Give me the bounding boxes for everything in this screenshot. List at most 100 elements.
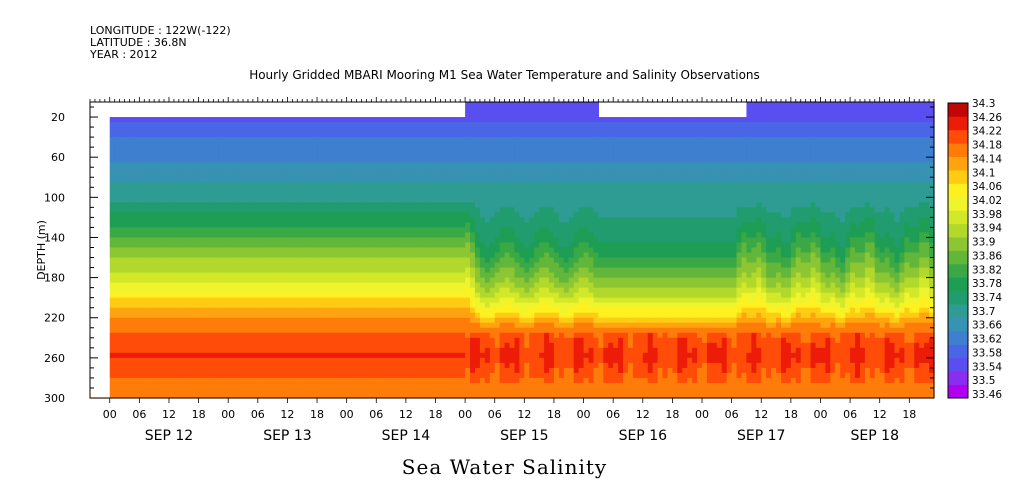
salinity-cell [381,142,387,148]
salinity-cell [312,282,318,289]
salinity-cell [312,157,318,163]
salinity-cell [247,202,254,208]
salinity-cell [455,122,461,128]
salinity-cell [149,362,155,369]
salinity-cell [173,387,180,394]
salinity-cell [391,157,397,163]
salinity-cell [159,382,165,389]
salinity-cell [282,327,289,334]
salinity-cell [247,297,254,304]
salinity-cell [376,392,382,399]
salinity-cell [326,232,333,239]
salinity-cell [247,287,254,294]
salinity-cell [164,267,170,274]
salinity-cell [188,217,195,224]
salinity-cell [144,277,150,284]
salinity-cell [233,257,239,264]
salinity-cell [213,132,219,138]
salinity-cell [208,217,214,224]
salinity-cell [129,282,136,289]
salinity-cell [257,287,264,294]
salinity-cell [366,242,372,249]
salinity-cell [307,217,313,224]
salinity-cell [193,287,200,294]
salinity-cell [415,377,422,384]
salinity-cell [366,262,372,269]
salinity-cell [208,302,214,309]
salinity-cell [415,372,422,379]
salinity-cell [218,222,224,229]
salinity-cell [435,272,442,279]
salinity-cell [445,182,451,188]
salinity-cell [391,337,397,344]
salinity-cell [277,257,284,264]
salinity-cell [410,382,417,389]
salinity-cell [178,142,185,148]
salinity-cell [509,222,516,229]
salinity-cell [396,327,402,334]
salinity-cell [193,342,200,349]
salinity-cell [479,112,486,118]
salinity-cell [287,162,293,168]
salinity-cell [524,137,530,143]
salinity-cell [440,217,446,224]
salinity-cell [381,377,387,384]
salinity-cell [361,232,367,239]
salinity-cell [410,117,417,123]
salinity-cell [371,227,377,234]
salinity-cell [228,202,234,208]
salinity-cell [450,277,456,284]
salinity-cell [203,302,210,309]
salinity-cell [524,207,530,213]
salinity-cell [440,257,446,264]
salinity-cell [198,237,205,244]
salinity-cell [238,227,244,234]
salinity-cell [233,212,239,218]
salinity-cell [494,202,501,208]
salinity-cell [479,327,486,334]
salinity-cell [440,337,446,344]
salinity-cell [405,357,412,364]
salinity-cell [129,212,136,218]
salinity-cell [341,357,348,364]
salinity-cell [252,212,259,218]
salinity-cell [351,337,358,344]
salinity-cell [386,312,392,319]
salinity-cell [430,262,437,269]
salinity-cell [489,142,496,148]
salinity-cell [474,372,481,379]
salinity-cell [499,387,506,394]
salinity-cell [396,157,402,163]
salinity-cell [509,102,516,108]
salinity-cell [509,252,516,259]
salinity-cell [173,157,180,163]
salinity-cell [109,267,116,274]
salinity-cell [484,217,491,224]
salinity-cell [405,367,412,374]
salinity-cell [494,187,501,193]
salinity-cell [164,382,170,389]
salinity-cell [312,167,318,173]
salinity-cell [312,367,318,374]
salinity-cell [233,287,239,294]
salinity-cell [396,362,402,369]
salinity-cell [252,297,259,304]
salinity-cell [218,347,224,354]
salinity-cell [114,122,121,128]
salinity-cell [366,217,372,224]
salinity-cell [159,297,165,304]
salinity-cell [164,287,170,294]
salinity-cell [356,327,363,334]
salinity-cell [312,197,318,203]
salinity-cell [247,392,254,399]
salinity-cell [129,197,136,203]
salinity-cell [198,117,205,123]
salinity-cell [193,247,200,254]
salinity-cell [193,217,200,224]
salinity-cell [154,257,160,264]
salinity-cell [164,157,170,163]
salinity-cell [341,367,348,374]
salinity-cell [489,187,496,193]
salinity-cell [198,327,205,334]
salinity-cell [272,207,279,213]
